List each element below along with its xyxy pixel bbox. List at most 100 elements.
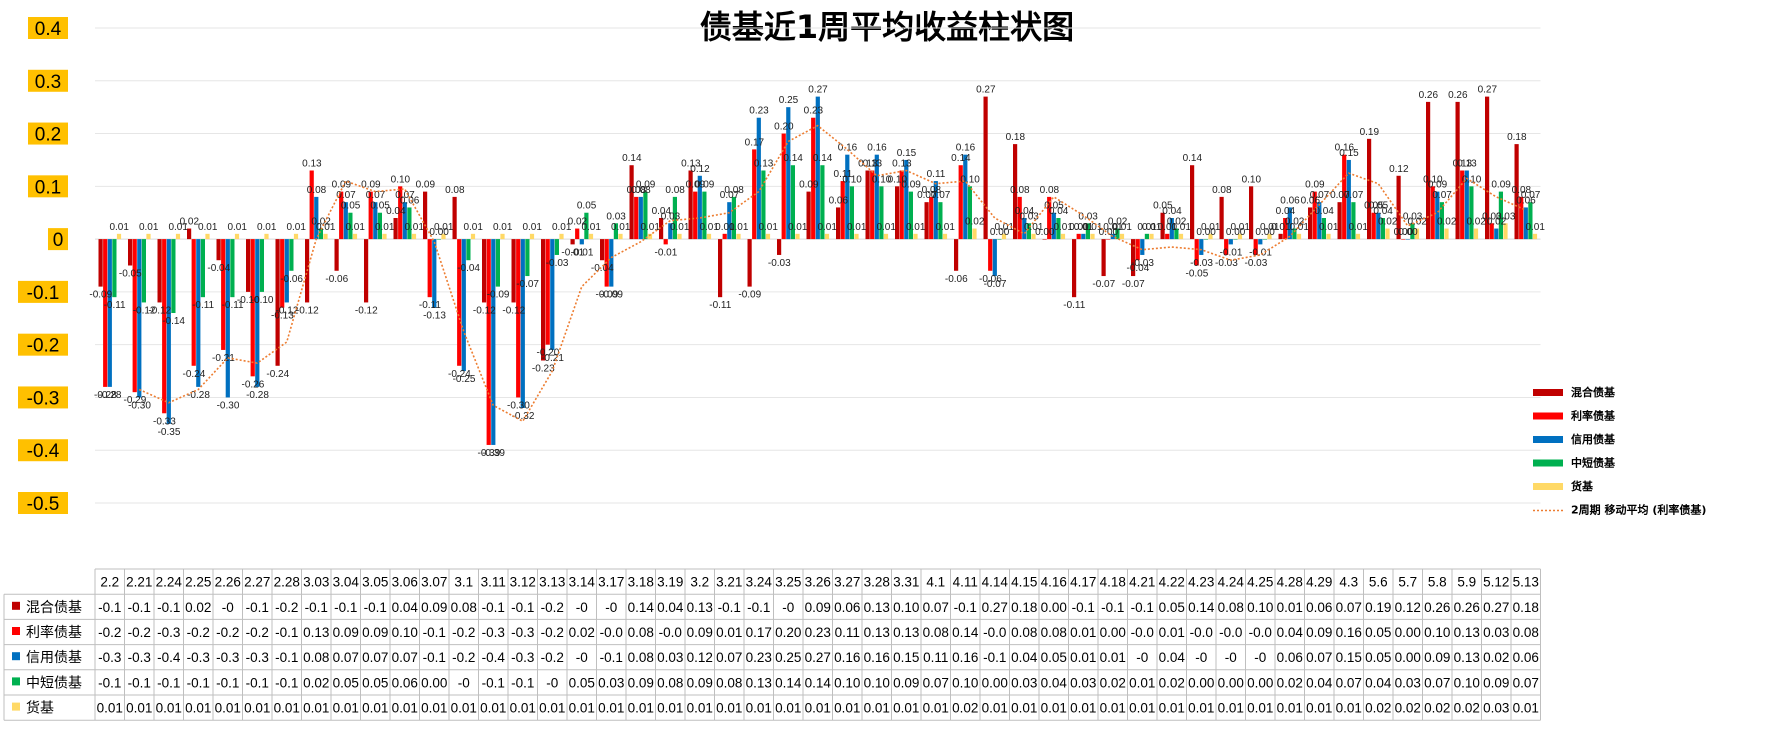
table-cell: -0.1 [128, 675, 151, 690]
data-label: 0.03 [1496, 211, 1516, 222]
table-cell: 0.08 [923, 625, 949, 640]
data-label: -0.23 [532, 364, 555, 375]
legend-swatch [1533, 483, 1563, 490]
bar [1514, 144, 1519, 240]
data-label: 0.01 [168, 222, 188, 233]
data-label: 0.00 [429, 227, 449, 238]
data-label: -0.06 [945, 274, 968, 285]
table-series-name: 利率债基 [26, 624, 82, 641]
data-label: 0.09 [695, 180, 715, 191]
bar [470, 233, 476, 240]
data-label: 0.04 [1049, 206, 1069, 217]
bar [643, 191, 648, 240]
bar [747, 239, 752, 287]
bar [132, 239, 137, 393]
data-label: 0.06 [829, 195, 849, 206]
data-label: 0.13 [892, 159, 912, 170]
data-label: -0.24 [448, 369, 471, 380]
bar [958, 165, 963, 240]
data-label: 0.03 [606, 211, 626, 222]
data-label: 0.13 [1457, 159, 1477, 170]
bar [1219, 196, 1224, 240]
table-cell: 0.00 [1188, 675, 1214, 690]
bar [432, 239, 437, 308]
table-cell: 0.07 [923, 675, 949, 690]
category-label: 2.28 [274, 575, 300, 590]
table-series-key [12, 677, 20, 686]
data-label: -0.14 [162, 316, 185, 327]
bar [840, 181, 845, 240]
data-label: 0.01 [1171, 222, 1191, 233]
table-cell: 0.12 [687, 650, 713, 665]
data-label: -0.24 [266, 369, 289, 380]
table-cell: -0 [222, 600, 234, 615]
table-cell: 0.10 [952, 675, 978, 690]
data-label: -0.30 [507, 400, 530, 411]
table-cell: 0.04 [1365, 675, 1392, 690]
data-label: 0.08 [1040, 185, 1060, 196]
table-cell: 0.02 [1483, 650, 1509, 665]
table-cell: 0.01 [805, 701, 831, 716]
data-label: 0.01 [640, 222, 660, 233]
table-cell: 0.20 [775, 625, 801, 640]
bar [613, 223, 618, 240]
data-label: 0.04 [1314, 206, 1334, 217]
bar [579, 239, 584, 245]
data-label: 0.01 [1074, 222, 1094, 233]
y-tick-label: 0.2 [35, 125, 61, 146]
data-label: 0.01 [1103, 222, 1123, 233]
data-label: -0.01 [1249, 247, 1272, 258]
bar [234, 233, 240, 240]
table-cell: 0.02 [1100, 675, 1126, 690]
data-label: 0.04 [1276, 206, 1296, 217]
table-cell: 0.09 [893, 675, 919, 690]
data-label: 0.01 [670, 222, 690, 233]
data-label: 0.01 [1201, 222, 1221, 233]
table-cell: 0.07 [333, 650, 359, 665]
category-label: 4.3 [1339, 575, 1358, 590]
table-cell: 0.05 [569, 675, 595, 690]
data-label: -0.06 [979, 274, 1002, 285]
data-label: -0.30 [217, 400, 240, 411]
category-label: 2.21 [126, 575, 152, 590]
table-cell: -0.1 [157, 675, 180, 690]
category-label: 4.25 [1247, 575, 1273, 590]
data-label: 0.01 [1230, 222, 1250, 233]
moving-average-line [138, 124, 1527, 423]
bar [441, 233, 446, 240]
table-cell: 0.17 [746, 625, 772, 640]
data-table: 2.2 2.21 2.24 2.25 2.26 2.27 2.28 3.03 3.04 3.05 3… [3, 568, 1541, 721]
data-label: -0.21 [212, 353, 235, 364]
bar [688, 170, 693, 240]
table-cell: 0.06 [1306, 600, 1332, 615]
table-cell: 0.02 [952, 701, 978, 716]
data-labels: -0.09-0.28-0.28-0.110.01-0.05-0.29-0.30-… [89, 85, 1545, 459]
bar [1249, 186, 1254, 240]
bar [1371, 212, 1376, 240]
table-cell: 0.01 [215, 701, 241, 716]
bar [323, 233, 328, 240]
bar [1169, 218, 1174, 240]
data-label: -0.01 [1220, 247, 1243, 258]
data-label: 0.09 [1305, 180, 1325, 191]
category-label: 5.12 [1483, 575, 1509, 590]
bar [1444, 228, 1449, 240]
data-label: 0.13 [302, 159, 322, 170]
bar [1203, 239, 1208, 240]
bar [697, 175, 702, 240]
bar [1233, 239, 1238, 240]
data-label: 0.01 [1348, 222, 1368, 233]
bar [1060, 233, 1066, 240]
y-tick-label: -0.3 [27, 388, 60, 409]
data-label: -0.04 [457, 263, 480, 274]
bar [992, 239, 997, 277]
table-cell: 0.23 [746, 650, 772, 665]
data-label: 0.02 [1378, 217, 1398, 228]
data-label: 0.08 [665, 185, 685, 196]
category-label: 3.17 [598, 575, 624, 590]
table-cell: 0.05 [1365, 625, 1391, 640]
category-label: 2.26 [215, 575, 241, 590]
data-label: 0.08 [307, 185, 327, 196]
table-cell: -0.4 [482, 650, 506, 665]
y-tick-highlight [28, 69, 68, 92]
